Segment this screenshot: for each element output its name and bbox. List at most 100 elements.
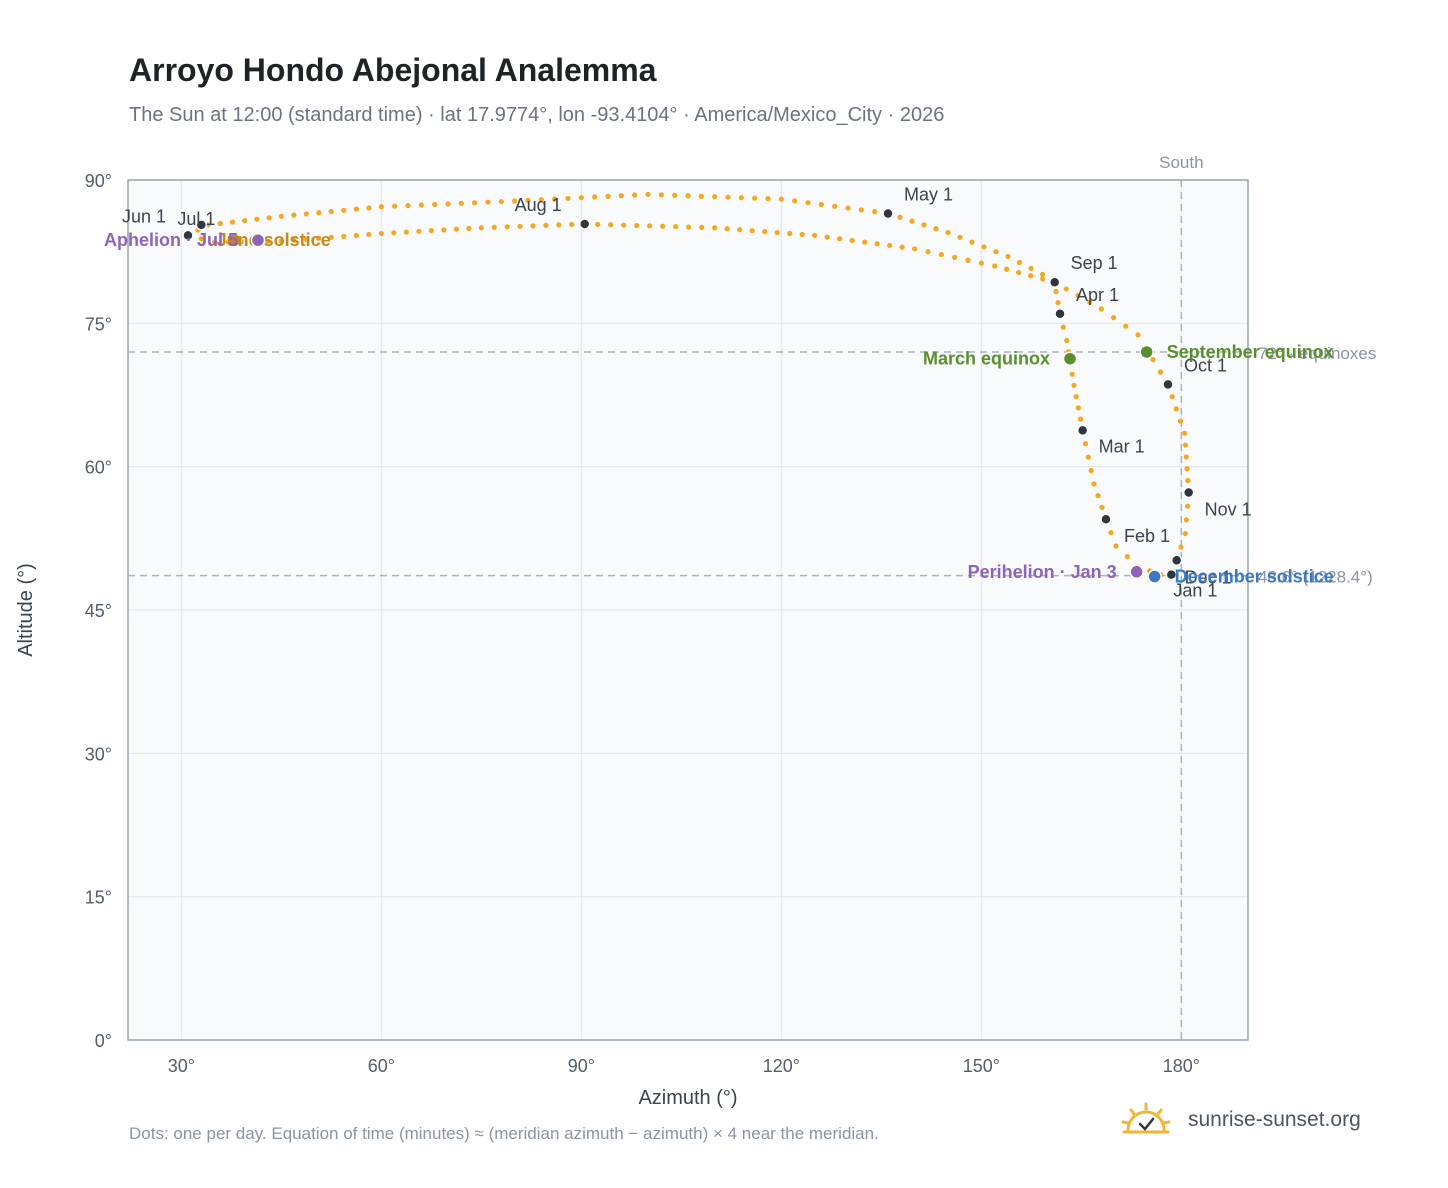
daily-dot xyxy=(824,234,830,240)
daily-dot xyxy=(978,260,984,266)
daily-dot xyxy=(698,193,704,199)
daily-dot xyxy=(1113,543,1119,549)
daily-dot xyxy=(565,195,571,201)
daily-dot xyxy=(658,192,664,198)
event-markers: March equinox September equinox December s… xyxy=(104,230,1334,586)
daily-dot xyxy=(341,233,347,239)
daily-dot xyxy=(1060,324,1066,330)
daily-dot xyxy=(621,222,627,228)
daily-dot xyxy=(845,205,851,211)
x-tick-label: 90° xyxy=(568,1056,595,1076)
daily-dot xyxy=(787,230,793,237)
daily-dot xyxy=(832,203,838,209)
daily-dot xyxy=(1123,323,1129,329)
daily-dot xyxy=(530,223,536,229)
event-label: September equinox xyxy=(1167,342,1334,362)
daily-dot xyxy=(1077,416,1084,422)
daily-dot xyxy=(1053,288,1059,295)
daily-dot xyxy=(1039,271,1046,277)
daily-dot xyxy=(353,206,359,212)
daily-dot xyxy=(378,230,384,237)
event-marker xyxy=(250,232,266,248)
daily-dot xyxy=(1108,530,1114,536)
daily-dot xyxy=(378,204,384,210)
daily-dot xyxy=(699,224,705,230)
daily-dot xyxy=(1099,504,1105,511)
daily-dot xyxy=(291,212,297,218)
daily-dot xyxy=(899,244,905,250)
daily-dot xyxy=(957,234,963,240)
month-marker xyxy=(1048,276,1061,288)
daily-dot xyxy=(993,249,999,255)
daily-dot xyxy=(1075,405,1081,411)
daily-dot xyxy=(498,198,504,205)
daily-dot xyxy=(472,200,478,206)
daily-dot xyxy=(862,239,868,245)
daily-dot xyxy=(632,192,638,198)
month-marker-label: Aug 1 xyxy=(515,195,562,215)
daily-dot xyxy=(872,209,878,215)
daily-dot xyxy=(491,224,497,230)
daily-dot xyxy=(316,210,322,216)
daily-dot xyxy=(778,196,784,202)
daily-dot xyxy=(1177,418,1184,424)
x-tick-label: 30° xyxy=(168,1056,195,1076)
daily-dot xyxy=(608,222,614,228)
daily-dot xyxy=(1005,253,1011,260)
daily-dot xyxy=(965,257,971,263)
month-marker xyxy=(1165,568,1178,581)
daily-dot xyxy=(752,195,758,201)
daily-dot xyxy=(198,236,204,242)
daily-dot xyxy=(366,231,372,238)
daily-dot xyxy=(712,225,718,231)
daily-dot xyxy=(1169,394,1175,400)
month-marker-label: Jan 1 xyxy=(1173,581,1217,601)
brand[interactable]: sunrise-sunset.org xyxy=(1120,1102,1361,1138)
daily-dot xyxy=(738,195,744,201)
event-label: Aphelion · Jul 5 xyxy=(104,230,238,250)
daily-dot xyxy=(1004,266,1010,272)
daily-dot xyxy=(849,237,855,244)
reference-lines: South 72° · equinoxes 48.6° (1228.4°) xyxy=(128,153,1376,1040)
daily-dot xyxy=(1182,430,1188,436)
month-marker xyxy=(1076,424,1089,437)
daily-dot xyxy=(517,223,523,229)
daily-dot xyxy=(1184,466,1190,472)
daily-dot xyxy=(712,194,718,200)
month-marker-label: Dec 1 xyxy=(1185,567,1232,587)
month-marker-label: Apr 1 xyxy=(1076,285,1119,305)
daily-dot xyxy=(981,244,987,250)
plot-frame xyxy=(127,179,1249,1041)
daily-dot xyxy=(774,229,780,236)
south-label: South xyxy=(1159,153,1203,172)
month-marker xyxy=(1054,308,1066,320)
daily-dot xyxy=(618,193,624,199)
event-marker xyxy=(1147,569,1162,584)
event-label: Perihelion · Jan 3 xyxy=(968,562,1117,582)
daily-dot xyxy=(265,238,271,244)
month-marker-label: Mar 1 xyxy=(1099,436,1145,456)
daily-dot xyxy=(278,213,284,219)
event-marker xyxy=(1062,351,1078,366)
month-marker-label: May 1 xyxy=(904,184,953,204)
daily-dot xyxy=(445,201,451,207)
daily-dot xyxy=(1183,517,1190,523)
y-tick-label: 60° xyxy=(85,458,112,478)
daily-dot xyxy=(1183,454,1189,460)
daily-dot xyxy=(1173,406,1179,412)
daily-dot xyxy=(391,230,397,236)
daily-dot xyxy=(837,236,843,242)
daily-dot xyxy=(933,226,939,232)
brand-text[interactable]: sunrise-sunset.org xyxy=(1188,1108,1361,1131)
daily-dot xyxy=(392,203,398,209)
daily-dot xyxy=(229,219,236,225)
month-marker-label: Oct 1 xyxy=(1184,355,1227,375)
x-tick-label: 150° xyxy=(963,1056,1000,1076)
daily-dot xyxy=(595,221,601,227)
daily-dot xyxy=(897,214,903,220)
daily-dot xyxy=(762,229,768,235)
daily-dot xyxy=(504,224,510,230)
daily-dot xyxy=(1028,265,1034,271)
daily-dot xyxy=(432,201,438,208)
daily-dot xyxy=(328,234,334,240)
